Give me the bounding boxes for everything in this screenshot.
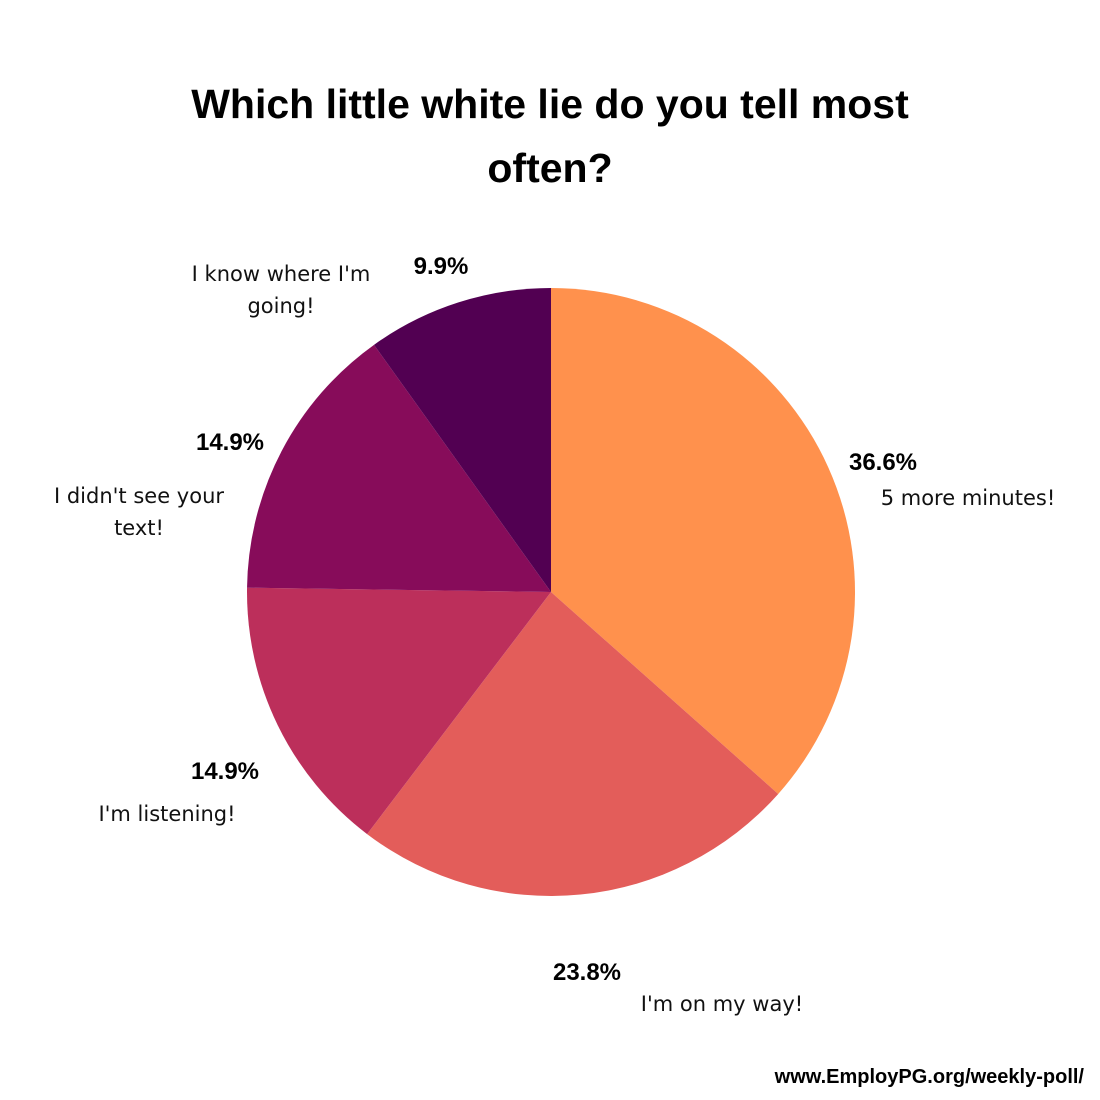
pie-slice: [247, 587, 551, 835]
category-label: I'm listening!: [98, 802, 236, 826]
category-label: I know where I'm going!: [191, 262, 371, 318]
pie-slice: [551, 288, 855, 794]
category-label: I didn't see your text!: [53, 484, 225, 540]
value-label: 36.6%: [848, 449, 918, 476]
pie-slice: [247, 344, 551, 592]
chart-title: Which little white lie do you tell most …: [191, 81, 909, 191]
category-label: I'm on my way!: [640, 992, 804, 1016]
value-label: 23.8%: [552, 959, 622, 986]
source: www.EmployPG.org/weekly-poll/: [774, 1066, 1084, 1088]
category-label: 5 more minutes!: [880, 486, 1056, 510]
pie-slice: [367, 592, 779, 896]
pie-slice: [374, 288, 551, 592]
value-label: 14.9%: [195, 429, 265, 456]
value-label: 9.9%: [413, 253, 469, 280]
value-label: 14.9%: [190, 758, 260, 785]
